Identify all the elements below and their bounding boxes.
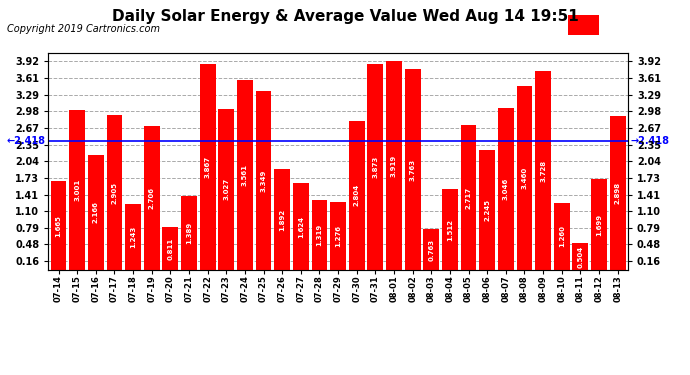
- Bar: [424, 230, 440, 270]
- Bar: [554, 203, 570, 270]
- Bar: [274, 169, 290, 270]
- Bar: [573, 243, 589, 270]
- Text: 3.728: 3.728: [540, 160, 546, 182]
- Text: 1.276: 1.276: [335, 225, 341, 247]
- Text: ($): ($): [525, 20, 540, 30]
- Text: 1.699: 1.699: [596, 214, 602, 236]
- Text: 3.027: 3.027: [224, 178, 229, 200]
- Text: 3.763: 3.763: [410, 159, 415, 181]
- Text: 1.243: 1.243: [130, 226, 136, 248]
- Bar: [293, 183, 308, 270]
- Text: 3.561: 3.561: [242, 164, 248, 186]
- Bar: [517, 86, 533, 270]
- Text: 1.389: 1.389: [186, 222, 192, 244]
- Text: Copyright 2019 Cartronics.com: Copyright 2019 Cartronics.com: [7, 24, 160, 34]
- Text: 1.512: 1.512: [447, 219, 453, 241]
- Text: 1.665: 1.665: [56, 214, 61, 237]
- Bar: [461, 125, 477, 270]
- Bar: [88, 154, 103, 270]
- Bar: [405, 69, 421, 270]
- Text: 3.046: 3.046: [503, 178, 509, 200]
- Text: 1.260: 1.260: [559, 225, 564, 248]
- Text: Daily: Daily: [604, 20, 632, 30]
- Text: 3.919: 3.919: [391, 154, 397, 177]
- Text: →2.418: →2.418: [631, 136, 670, 146]
- Text: 0.811: 0.811: [168, 237, 173, 260]
- Text: Daily Solar Energy & Average Value Wed Aug 14 19:51: Daily Solar Energy & Average Value Wed A…: [112, 9, 578, 24]
- Text: 2.245: 2.245: [484, 199, 490, 221]
- Bar: [125, 204, 141, 270]
- Text: 1.319: 1.319: [317, 224, 322, 246]
- Text: 1.892: 1.892: [279, 209, 285, 231]
- Text: 3.001: 3.001: [75, 179, 80, 201]
- Text: 2.804: 2.804: [354, 184, 359, 206]
- Bar: [480, 150, 495, 270]
- Text: 2.706: 2.706: [149, 187, 155, 209]
- Bar: [386, 61, 402, 270]
- Bar: [144, 126, 159, 270]
- Text: 0.763: 0.763: [428, 238, 434, 261]
- Bar: [181, 196, 197, 270]
- FancyBboxPatch shape: [569, 15, 599, 35]
- Text: 2.717: 2.717: [466, 186, 471, 209]
- Bar: [442, 189, 458, 270]
- Text: 2.905: 2.905: [112, 182, 117, 204]
- Bar: [498, 108, 514, 270]
- Text: ←2.418: ←2.418: [6, 136, 46, 146]
- Bar: [312, 200, 327, 270]
- Bar: [591, 179, 607, 270]
- Text: 1.624: 1.624: [298, 216, 304, 238]
- Text: ($): ($): [650, 20, 666, 30]
- Text: 3.460: 3.460: [522, 166, 527, 189]
- Text: Average: Average: [433, 20, 478, 30]
- Bar: [368, 63, 383, 270]
- Text: 2.166: 2.166: [93, 201, 99, 223]
- Bar: [69, 110, 85, 270]
- Bar: [50, 181, 66, 270]
- Bar: [349, 120, 364, 270]
- Bar: [255, 92, 271, 270]
- Bar: [199, 64, 215, 270]
- Text: 0.504: 0.504: [578, 246, 583, 268]
- Text: 3.873: 3.873: [373, 156, 378, 178]
- Bar: [218, 109, 234, 270]
- Bar: [162, 227, 178, 270]
- Text: 3.867: 3.867: [205, 156, 210, 178]
- Text: 2.898: 2.898: [615, 182, 620, 204]
- Bar: [535, 71, 551, 270]
- Bar: [237, 80, 253, 270]
- Text: 3.349: 3.349: [261, 170, 266, 192]
- Bar: [106, 115, 122, 270]
- Bar: [610, 116, 626, 270]
- Bar: [331, 202, 346, 270]
